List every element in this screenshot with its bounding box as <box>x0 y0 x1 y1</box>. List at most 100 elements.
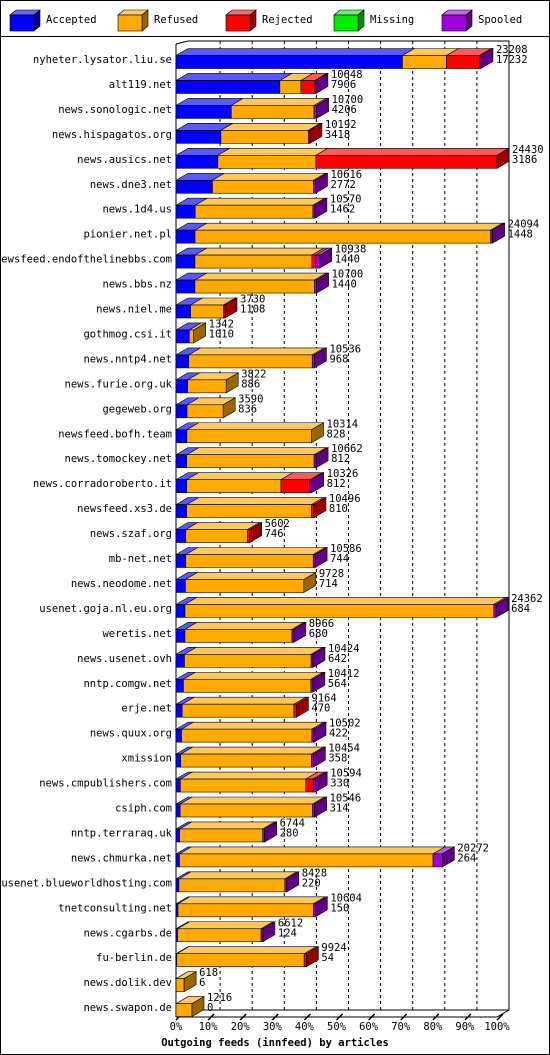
bar-segment <box>311 354 315 369</box>
accepted-label: 150 <box>330 902 349 914</box>
total-label: 618 <box>199 967 218 979</box>
total-label: 8966 <box>309 618 334 630</box>
bar-segment <box>175 728 182 743</box>
total-label: 10496 <box>329 493 361 505</box>
bar-side <box>315 72 329 94</box>
bar-segment <box>175 105 232 119</box>
category-label: news.bbs.nz <box>102 279 172 291</box>
accepted-label: 828 <box>327 428 346 440</box>
category-label: news.hispagatos.org <box>52 129 172 141</box>
x-tick <box>271 1013 279 1021</box>
total-label: 10616 <box>330 169 362 181</box>
bar-side <box>312 671 326 693</box>
bar-segment <box>187 379 227 394</box>
total-label: 10662 <box>331 443 363 455</box>
bar-segment <box>175 479 187 493</box>
bar-segment <box>175 130 222 144</box>
x-tick-label: 10% <box>199 1021 219 1033</box>
accepted-label: 2772 <box>330 179 355 191</box>
bar-top <box>182 671 324 680</box>
bar-segment <box>315 254 321 269</box>
bar-segment <box>175 254 196 269</box>
total-label: 10546 <box>330 793 362 805</box>
bar-top <box>193 222 504 231</box>
bar-top <box>183 646 325 655</box>
total-label: 1216 <box>207 992 232 1004</box>
category-label: weretis.net <box>102 628 172 640</box>
category-label: nntp.terraraq.uk <box>71 827 173 839</box>
category-label: erje.net <box>121 703 172 715</box>
accepted-label: 810 <box>329 503 348 515</box>
bar-side <box>249 522 262 544</box>
bar-segment <box>432 853 443 868</box>
bar-segment <box>175 454 187 469</box>
x-tick <box>400 1013 408 1021</box>
bar-segment <box>315 155 498 169</box>
bar-segment <box>184 604 495 618</box>
bar-segment <box>194 229 491 244</box>
bar-segment <box>175 279 196 294</box>
bar-side <box>313 497 327 519</box>
bar-segment <box>175 404 188 419</box>
bar-segment <box>180 753 312 768</box>
bar-segment <box>220 130 309 144</box>
x-tick <box>464 1013 472 1021</box>
total-label: 10586 <box>330 543 362 555</box>
total-label: 1342 <box>209 318 234 330</box>
total-label: 24430 <box>512 144 544 156</box>
x-tick-label: 70% <box>391 1021 411 1033</box>
bar-top <box>230 98 328 106</box>
accepted-label: 3186 <box>512 154 537 166</box>
bar-top <box>185 422 325 431</box>
bar-segment <box>311 254 317 269</box>
bar-top <box>174 73 293 81</box>
bar-segment <box>177 928 262 943</box>
bar-segment <box>175 828 180 843</box>
total-label: 10536 <box>329 343 361 355</box>
accepted-label: 886 <box>241 378 260 390</box>
category-label: newsfeed.bofh.team <box>58 428 172 440</box>
bar-segment <box>311 728 315 743</box>
accepted-label: 564 <box>328 678 347 690</box>
category-label: newsfeed.xs3.de <box>77 503 172 515</box>
legend-label: Missing <box>370 14 414 26</box>
total-label: 10594 <box>330 768 362 780</box>
x-tick <box>207 1013 215 1021</box>
bar-side <box>296 696 309 718</box>
category-label: alt119.net <box>109 79 172 91</box>
x-tick-label: 20% <box>231 1021 251 1033</box>
bar-segment <box>279 80 302 94</box>
legend-label: Rejected <box>262 14 313 26</box>
bar-top <box>178 846 447 855</box>
total-label: 9924 <box>321 942 346 954</box>
legend-swatch <box>117 14 143 32</box>
total-label: 9164 <box>311 693 336 705</box>
accepted-label: 812 <box>331 453 350 465</box>
accepted-label: 0 <box>207 1002 213 1014</box>
bar-segment <box>184 629 293 643</box>
bar-top <box>174 48 416 56</box>
bar-segment <box>175 878 180 893</box>
bar-top <box>179 771 319 780</box>
bar-top <box>193 272 328 281</box>
x-tick-label: 0% <box>170 1021 183 1033</box>
category-label: news.tomockey.net <box>65 453 172 465</box>
category-label: newsfeed.endofthelinebbs.com <box>0 254 172 266</box>
legend-swatch <box>441 14 467 32</box>
category-label: mb-net.net <box>109 553 172 565</box>
bar-side <box>495 596 509 618</box>
total-label: 23208 <box>496 44 528 56</box>
total-label: 10648 <box>331 69 363 81</box>
accepted-label: 680 <box>309 628 328 640</box>
bar-segment <box>175 653 185 668</box>
bar-segment <box>175 753 182 768</box>
x-axis-title: Outgoing feeds (innfeed) by articles <box>161 1037 389 1049</box>
x-tick-label: 90% <box>455 1021 475 1033</box>
total-label: 6612 <box>278 917 303 929</box>
accepted-label: 1448 <box>508 229 533 241</box>
category-label: news.usenet.ovh <box>77 653 172 665</box>
accepted-label: 422 <box>329 728 348 740</box>
bar-segment <box>493 604 497 618</box>
bar-segment <box>190 304 224 319</box>
